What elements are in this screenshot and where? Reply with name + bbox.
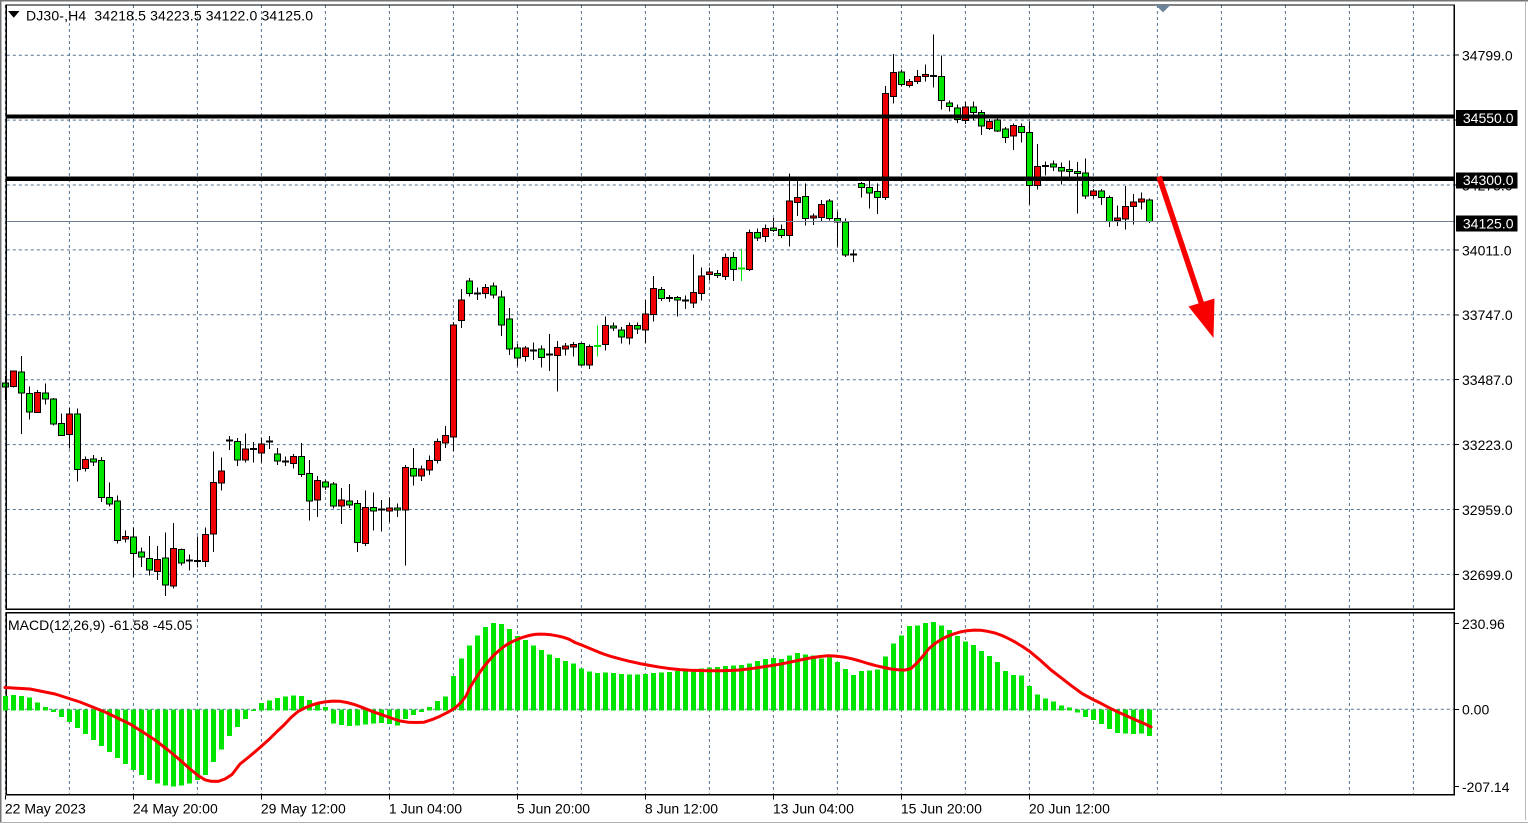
svg-text:24 May 20:00: 24 May 20:00 (133, 801, 218, 817)
svg-text:0.00: 0.00 (1462, 702, 1489, 718)
svg-text:32699.0: 32699.0 (1462, 567, 1513, 583)
svg-text:1 Jun 04:00: 1 Jun 04:00 (389, 801, 462, 817)
svg-text:22 May 2023: 22 May 2023 (5, 801, 86, 817)
svg-text:DJ30-,H4 34218.5 34223.5 3412: DJ30-,H4 34218.5 34223.5 34122.0 34125.0 (26, 8, 313, 24)
svg-text:230.96: 230.96 (1462, 616, 1505, 632)
svg-text:20 Jun 12:00: 20 Jun 12:00 (1029, 801, 1110, 817)
svg-text:MACD(12,26,9) -61.58 -45.05: MACD(12,26,9) -61.58 -45.05 (8, 617, 193, 633)
svg-text:33223.0: 33223.0 (1462, 437, 1513, 453)
svg-text:34550.0: 34550.0 (1463, 110, 1514, 126)
svg-text:34011.0: 34011.0 (1462, 242, 1512, 258)
svg-text:5 Jun 20:00: 5 Jun 20:00 (517, 801, 590, 817)
svg-text:13 Jun 04:00: 13 Jun 04:00 (773, 801, 854, 817)
svg-text:33747.0: 33747.0 (1462, 307, 1513, 323)
svg-text:34125.0: 34125.0 (1463, 215, 1514, 231)
svg-text:-207.14: -207.14 (1462, 779, 1510, 795)
svg-text:29 May 12:00: 29 May 12:00 (261, 801, 346, 817)
svg-text:33487.0: 33487.0 (1462, 372, 1513, 388)
svg-text:8 Jun 12:00: 8 Jun 12:00 (645, 801, 718, 817)
svg-text:34275.0: 34275.0 (1462, 177, 1513, 193)
svg-text:15 Jun 20:00: 15 Jun 20:00 (901, 801, 982, 817)
svg-text:34799.0: 34799.0 (1462, 48, 1513, 64)
svg-text:34300.0: 34300.0 (1463, 172, 1514, 188)
svg-text:32959.0: 32959.0 (1462, 502, 1513, 518)
